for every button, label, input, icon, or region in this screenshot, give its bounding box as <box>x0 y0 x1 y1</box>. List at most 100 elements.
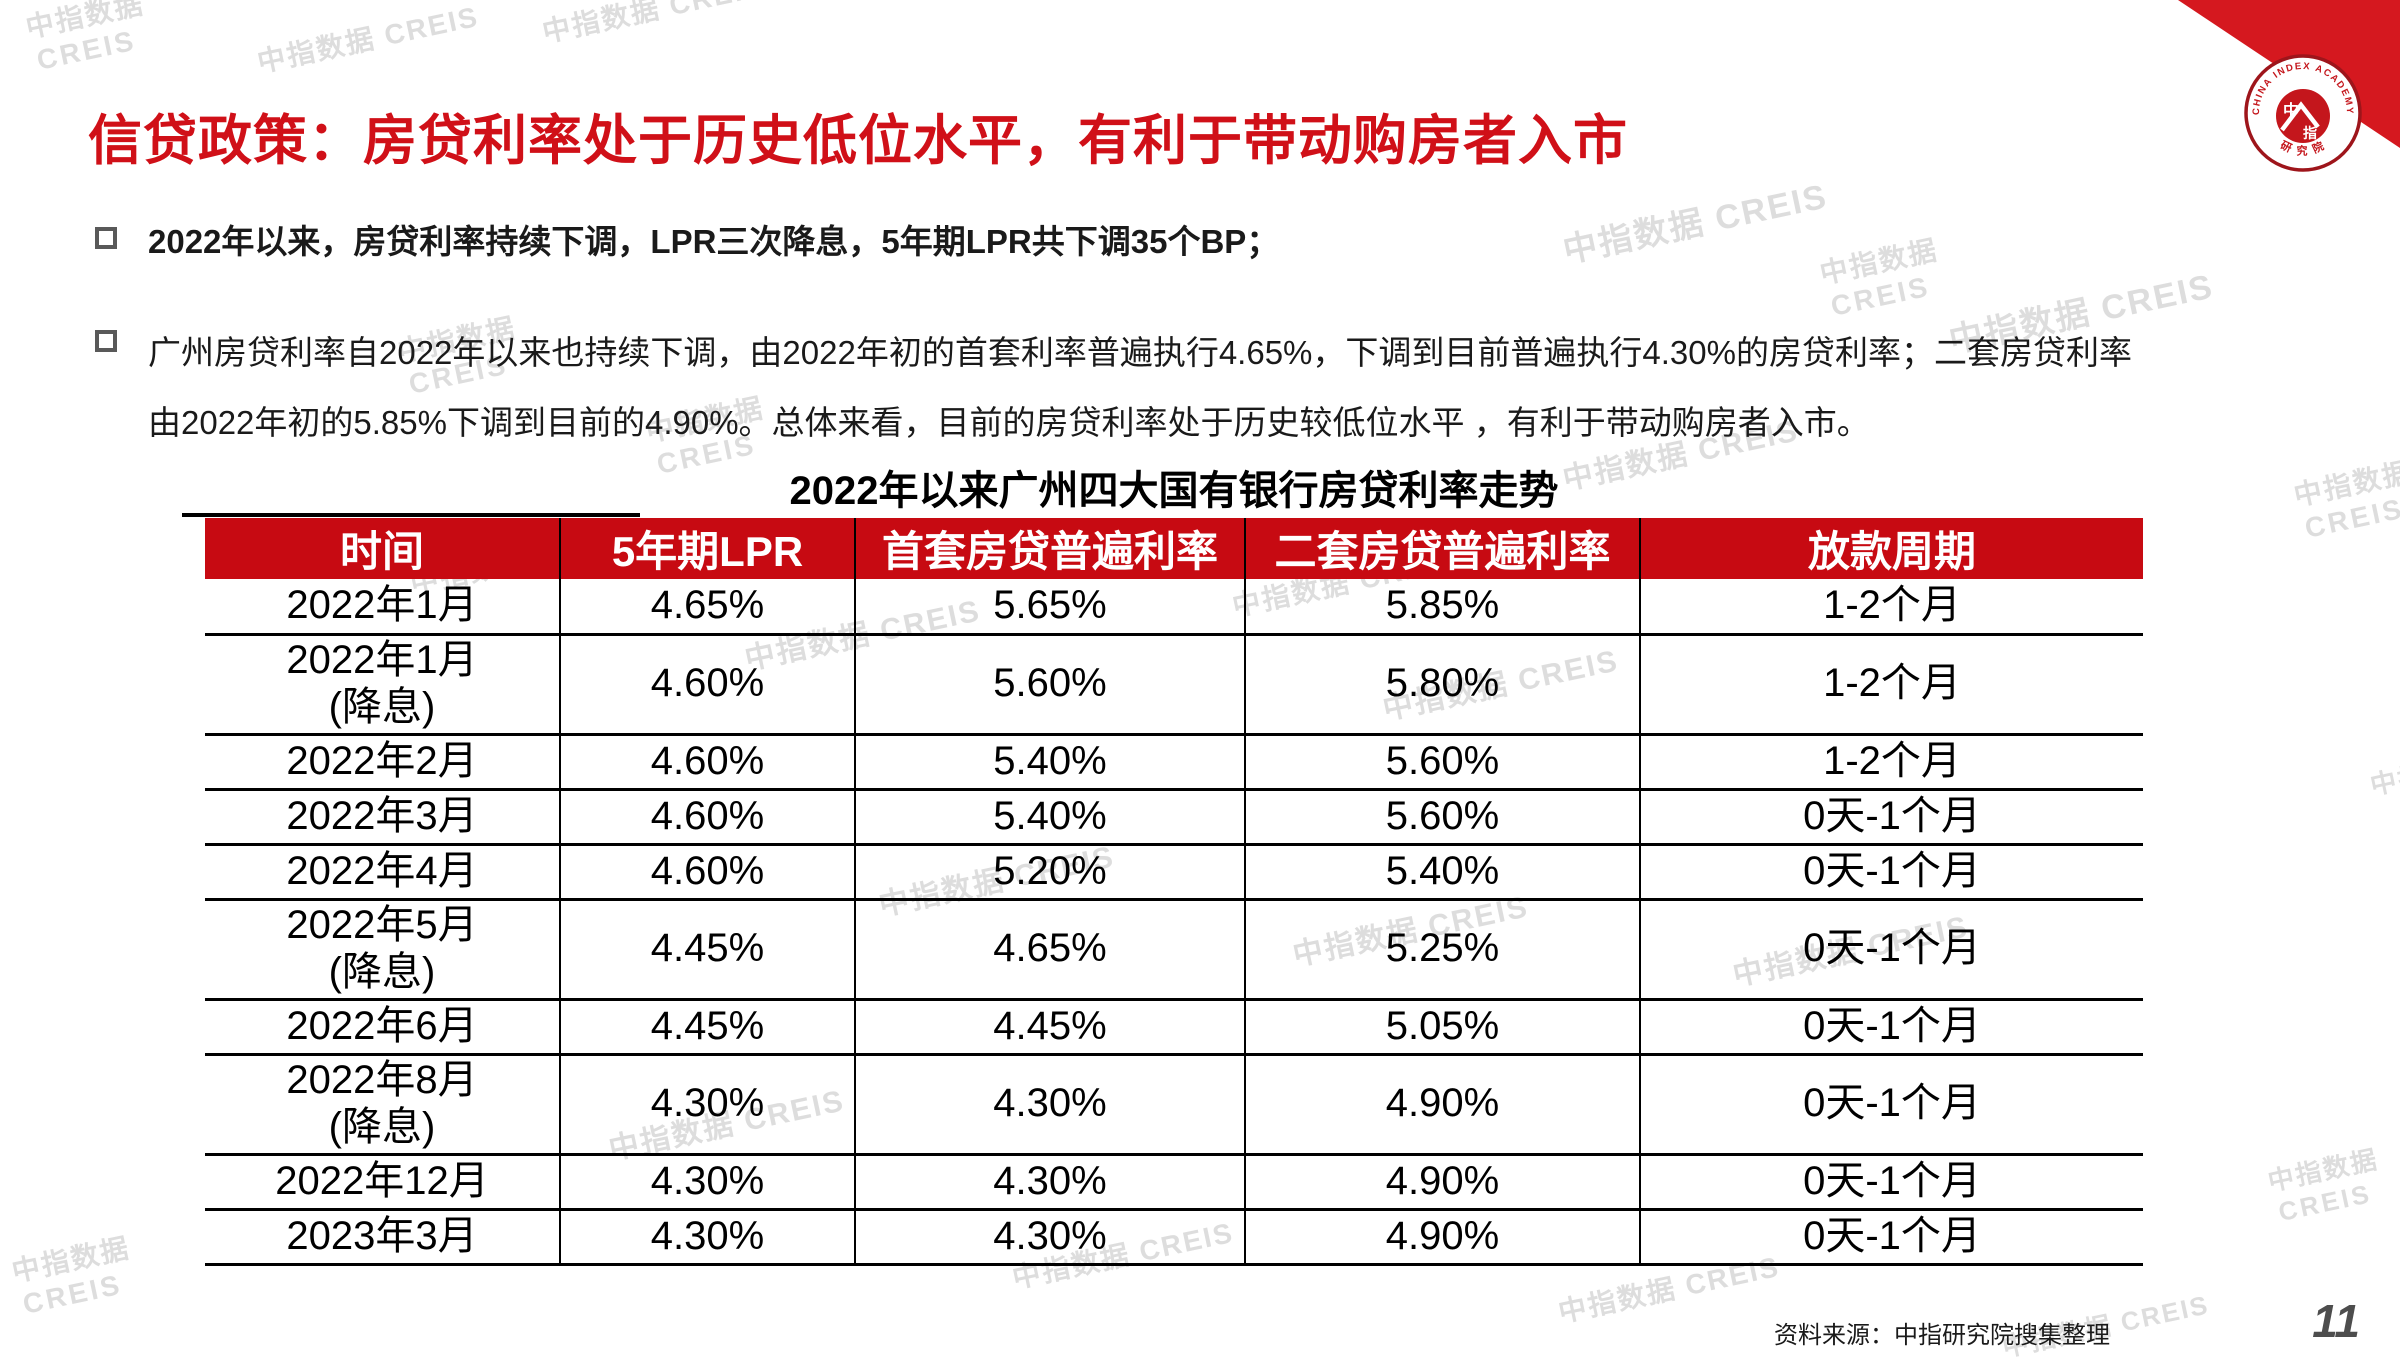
logo-center-char-2: 指 <box>2303 125 2317 141</box>
table-cell: 4.45% <box>855 999 1246 1056</box>
table-cell: 2022年8月 (降息) <box>205 1054 561 1156</box>
table-cell: 2022年5月 (降息) <box>205 899 561 1001</box>
table-cell: 5.20% <box>855 844 1246 901</box>
table-cell: 2023年3月 <box>205 1209 561 1266</box>
china-index-academy-logo: CHINA INDEX ACADEMY 研 究 院 中 指 <box>2178 0 2400 172</box>
table-cell: 5.80% <box>1245 634 1641 736</box>
table-cell: 5.40% <box>1245 844 1641 901</box>
watermark-text: 中指数据 CREIS <box>539 0 767 49</box>
watermark-text: CREIS <box>1828 270 1933 322</box>
table-cell: 4.30% <box>560 1054 856 1156</box>
table-cell: 4.65% <box>560 579 856 636</box>
table-cell: 0天-1个月 <box>1640 899 2143 1001</box>
table-cell: 5.40% <box>855 734 1246 791</box>
watermark-text: CREIS <box>2275 1178 2375 1228</box>
table-cell: 4.30% <box>855 1209 1246 1266</box>
table-cell: 0天-1个月 <box>1640 844 2143 901</box>
table-cell: 5.05% <box>1245 999 1641 1056</box>
table-cell: 4.45% <box>560 999 856 1056</box>
table-cell: 5.60% <box>1245 734 1641 791</box>
page-number: 11 <box>2312 1295 2360 1347</box>
table-cell: 4.60% <box>560 634 856 736</box>
bullet-item-1: 2022年以来，房贷利率持续下调，LPR三次降息，5年期LPR共下调35个BP； <box>95 218 2338 266</box>
bullet-text: 广州房贷利率自2022年以来也持续下调，由2022年初的首套利率普遍执行4.65… <box>148 334 2132 441</box>
watermark: 中指数据 CREIS <box>2264 1139 2388 1229</box>
table-row: 2022年3月 4.60% 5.40% 5.60% 0天-1个月 <box>205 789 2143 846</box>
table-cell: 2022年2月 <box>205 734 561 791</box>
watermark: 中指数据 CREIS <box>538 0 767 51</box>
table-cell: 4.60% <box>560 844 856 901</box>
watermark-text: 中指数据 CREIS <box>254 0 482 79</box>
table-cell: 1-2个月 <box>1640 634 2143 736</box>
table-cell: 0天-1个月 <box>1640 999 2143 1056</box>
column-header: 5年期LPR <box>560 518 856 579</box>
table-cell: 2022年4月 <box>205 844 561 901</box>
watermark-text: CREIS <box>20 1268 125 1320</box>
watermark: 中指数据 CREIS <box>2290 450 2400 545</box>
table-cell: 4.60% <box>560 734 856 791</box>
table-cell: 5.60% <box>1245 789 1641 846</box>
watermark-text: 中指数据 CREIS <box>2367 727 2400 801</box>
table-cell: 4.45% <box>560 899 856 1001</box>
table-cell: 4.60% <box>560 789 856 846</box>
table-top-border <box>182 513 640 517</box>
table-cell: 4.30% <box>855 1054 1246 1156</box>
watermark: 中指数据 CREIS <box>2366 723 2400 803</box>
watermark: 中指数据 CREIS <box>8 1226 140 1321</box>
table-header-row: 时间 5年期LPR 首套房贷普遍利率 二套房贷普遍利率 放款周期 <box>205 518 2143 579</box>
watermark-text: 中指数据 <box>23 0 147 44</box>
table-row: 2022年8月 (降息) 4.30% 4.30% 4.90% 0天-1个月 <box>205 1054 2143 1156</box>
watermark: 中指数据 CREIS <box>22 0 154 78</box>
table-cell: 4.30% <box>855 1154 1246 1211</box>
table-row: 2023年3月 4.30% 4.30% 4.90% 0天-1个月 <box>205 1209 2143 1266</box>
table-cell: 5.25% <box>1245 899 1641 1001</box>
table-cell: 2022年3月 <box>205 789 561 846</box>
bullet-square-icon <box>95 330 117 352</box>
watermark-text: CREIS <box>2302 492 2400 544</box>
table-title: 2022年以来广州四大国有银行房贷利率走势 <box>789 469 1559 513</box>
table-cell: 0天-1个月 <box>1640 1054 2143 1156</box>
table-cell: 1-2个月 <box>1640 734 2143 791</box>
table-row: 2022年12月 4.30% 4.30% 4.90% 0天-1个月 <box>205 1154 2143 1211</box>
table-cell: 2022年6月 <box>205 999 561 1056</box>
table-row: 2022年1月 (降息) 4.60% 5.60% 5.80% 1-2个月 <box>205 634 2143 736</box>
logo-center-disc <box>2276 89 2330 143</box>
table-cell: 5.65% <box>855 579 1246 636</box>
watermark: 中指数据 CREIS <box>253 0 482 81</box>
bullet-item-2: 广州房贷利率自2022年以来也持续下调，由2022年初的首套利率普遍执行4.65… <box>95 318 2338 458</box>
table-row: 2022年5月 (降息) 4.45% 4.65% 5.25% 0天-1个月 <box>205 899 2143 1001</box>
table-row: 2022年4月 4.60% 5.20% 5.40% 0天-1个月 <box>205 844 2143 901</box>
table-cell: 0天-1个月 <box>1640 1209 2143 1266</box>
table-cell: 2022年1月 (降息) <box>205 634 561 736</box>
source-note: 资料来源：中指研究院搜集整理 <box>1774 1322 2110 1349</box>
table-cell: 4.30% <box>560 1209 856 1266</box>
table-cell: 5.60% <box>855 634 1246 736</box>
table-cell: 4.90% <box>1245 1054 1641 1156</box>
column-header: 放款周期 <box>1640 518 2143 579</box>
table-row: 2022年2月 4.60% 5.40% 5.60% 1-2个月 <box>205 734 2143 791</box>
table-cell: 1-2个月 <box>1640 579 2143 636</box>
logo-chevron-icon <box>2280 101 2320 132</box>
table-cell: 4.30% <box>560 1154 856 1211</box>
column-header: 时间 <box>205 518 561 579</box>
table-cell: 0天-1个月 <box>1640 789 2143 846</box>
watermark-text: CREIS <box>34 24 139 76</box>
column-header: 二套房贷普遍利率 <box>1245 518 1641 579</box>
table-row: 2022年1月 4.65% 5.65% 5.85% 1-2个月 <box>205 579 2143 636</box>
bullet-square-icon <box>95 227 117 249</box>
bullet-text: 2022年以来，房贷利率持续下调，LPR三次降息，5年期LPR共下调35个BP； <box>148 223 1280 260</box>
table-cell: 0天-1个月 <box>1640 1154 2143 1211</box>
table-cell: 2022年12月 <box>205 1154 561 1211</box>
mortgage-rate-table: 时间 5年期LPR 首套房贷普遍利率 二套房贷普遍利率 放款周期 2022年1月… <box>205 518 2143 1266</box>
table-cell: 2022年1月 <box>205 579 561 636</box>
watermark-text: 中指数据 <box>2291 456 2400 512</box>
table-cell: 5.40% <box>855 789 1246 846</box>
table-cell: 4.65% <box>855 899 1246 1001</box>
column-header: 首套房贷普遍利率 <box>855 518 1246 579</box>
table-cell: 5.85% <box>1245 579 1641 636</box>
table-cell: 4.90% <box>1245 1209 1641 1266</box>
table-cell: 4.90% <box>1245 1154 1641 1211</box>
watermark-text: 中指数据 <box>2265 1143 2381 1197</box>
watermark-text: 中指数据 <box>9 1232 133 1288</box>
